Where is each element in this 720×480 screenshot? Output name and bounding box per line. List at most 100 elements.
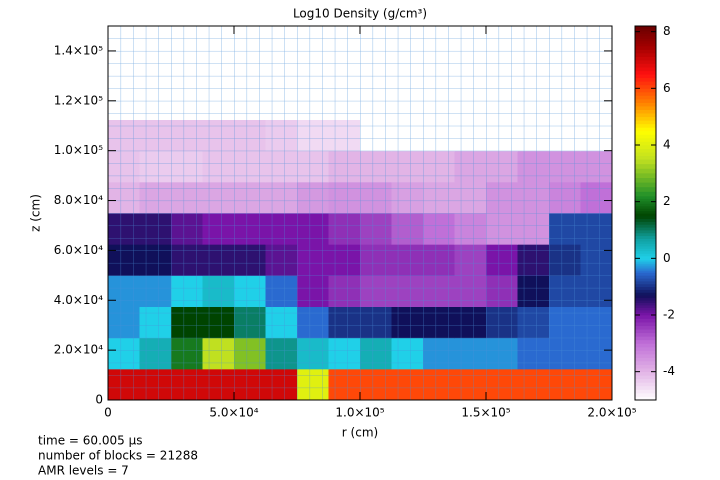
colorbar-tick-label: 6 bbox=[663, 81, 671, 95]
colorbar-segment bbox=[635, 98, 656, 103]
colorbar-segment bbox=[635, 272, 656, 276]
colorbar-segment bbox=[635, 310, 656, 313]
colorbar-segment bbox=[635, 375, 656, 380]
colorbar-segment bbox=[635, 350, 656, 355]
colorbar-segment bbox=[635, 198, 656, 202]
colorbar-segment bbox=[635, 106, 656, 110]
colorbar-segment bbox=[635, 91, 656, 96]
colorbar-segment bbox=[635, 232, 656, 237]
colorbar-segment bbox=[635, 177, 656, 183]
colorbar-segment bbox=[635, 238, 656, 242]
colorbar-segment bbox=[635, 120, 656, 125]
colorbar-segment bbox=[635, 200, 656, 204]
colorbar-segment bbox=[635, 295, 656, 299]
y-tick-label: 6.0×10⁴ bbox=[54, 243, 103, 257]
colorbar-segment bbox=[635, 230, 656, 234]
colorbar-segment bbox=[635, 248, 656, 252]
colorbar-segment bbox=[635, 141, 656, 146]
colorbar-segment bbox=[635, 260, 656, 263]
colorbar-segment bbox=[635, 297, 656, 301]
colorbar-segment bbox=[635, 389, 656, 394]
colorbar-segment bbox=[635, 318, 656, 323]
colorbar-segment bbox=[635, 109, 656, 114]
colorbar-segment bbox=[635, 77, 656, 82]
colorbar-segment bbox=[635, 343, 656, 348]
y-tick-label: 8.0×10⁴ bbox=[54, 193, 103, 207]
colorbar-segment bbox=[635, 63, 656, 68]
colorbar-segment bbox=[635, 67, 656, 72]
colorbar-segment bbox=[635, 286, 656, 290]
colorbar-segment bbox=[635, 235, 656, 239]
colorbar-segment bbox=[635, 339, 656, 344]
amr-block-grid bbox=[108, 26, 612, 400]
y-tick-label: 1.2×10⁵ bbox=[54, 93, 103, 107]
colorbar-segment bbox=[635, 322, 656, 327]
colorbar-segment bbox=[635, 325, 656, 330]
colorbar-segment bbox=[635, 250, 656, 254]
colorbar-segment bbox=[635, 396, 656, 401]
colorbar-segment bbox=[635, 263, 656, 266]
colorbar-segment bbox=[635, 95, 656, 100]
colorbar-segment bbox=[635, 60, 656, 64]
colorbar-segment bbox=[635, 155, 656, 160]
colorbar-segment bbox=[635, 392, 656, 397]
colorbar-segment bbox=[635, 43, 656, 47]
colorbar-segment bbox=[635, 270, 656, 273]
colorbar-segment bbox=[635, 283, 656, 288]
colorbar-segment bbox=[635, 281, 656, 285]
colorbar-segment bbox=[635, 152, 656, 157]
colorbar-segment bbox=[635, 45, 656, 50]
colorbar-segment bbox=[635, 26, 656, 29]
colorbar-segment bbox=[635, 305, 656, 308]
y-tick-label: 1.0×10⁵ bbox=[54, 143, 103, 157]
colorbar-tick-label: -2 bbox=[663, 308, 675, 322]
colorbar-segment bbox=[635, 88, 656, 93]
colorbar-segment bbox=[635, 205, 656, 209]
colorbar-segment bbox=[635, 215, 656, 220]
colorbar-segment bbox=[635, 49, 656, 54]
chart-title: Log10 Density (g/cm³) bbox=[293, 7, 427, 21]
colorbar-segment bbox=[635, 203, 656, 207]
colorbar-segment bbox=[635, 312, 656, 316]
x-axis-label: r (cm) bbox=[342, 426, 378, 440]
colorbar-tick-label: 8 bbox=[663, 24, 671, 38]
colorbar-segment bbox=[635, 159, 656, 165]
colorbar-segment bbox=[635, 168, 656, 174]
colorbar-segment bbox=[635, 52, 656, 57]
colorbar-segment bbox=[635, 127, 656, 132]
colorbar-segment bbox=[635, 163, 656, 169]
colorbar-segment bbox=[635, 245, 656, 249]
colorbar-segment bbox=[635, 361, 656, 365]
colorbar-segment bbox=[635, 196, 656, 199]
colorbar-segment bbox=[635, 315, 656, 319]
y-tick-label: 2.0×10⁴ bbox=[54, 343, 103, 357]
colorbar-segment bbox=[635, 102, 656, 107]
colorbar-segment bbox=[635, 353, 656, 358]
colorbar-segment bbox=[635, 302, 656, 306]
colorbar-segment bbox=[635, 130, 656, 135]
colorbar-segment bbox=[635, 227, 656, 231]
colorbar-segment bbox=[635, 35, 656, 39]
colorbar-segment bbox=[635, 300, 656, 304]
x-tick-label: 0 bbox=[104, 406, 112, 420]
colorbar-segment bbox=[635, 368, 656, 373]
x-tick-label: 1.0×10⁵ bbox=[335, 406, 384, 420]
colorbar-segment bbox=[635, 28, 656, 32]
colorbar-segment bbox=[635, 261, 656, 265]
colorbar-segment bbox=[635, 275, 656, 279]
colorbar-segment bbox=[635, 84, 656, 89]
y-tick-label: 4.0×10⁴ bbox=[54, 293, 103, 307]
colorbar-segment bbox=[635, 38, 656, 42]
footer-levels: AMR levels = 7 bbox=[38, 464, 129, 478]
colorbar-segment bbox=[635, 33, 656, 37]
colorbar-segment bbox=[635, 137, 656, 142]
colorbar-segment bbox=[635, 240, 656, 244]
colorbar-segment bbox=[635, 268, 656, 272]
colorbar-segment bbox=[635, 208, 656, 212]
colorbar-segment bbox=[635, 385, 656, 390]
colorbar-segment bbox=[635, 332, 656, 337]
footer-time: time = 60.005 μs bbox=[38, 434, 142, 448]
colorbar-segment bbox=[635, 289, 656, 293]
colorbar-segment bbox=[635, 186, 656, 192]
